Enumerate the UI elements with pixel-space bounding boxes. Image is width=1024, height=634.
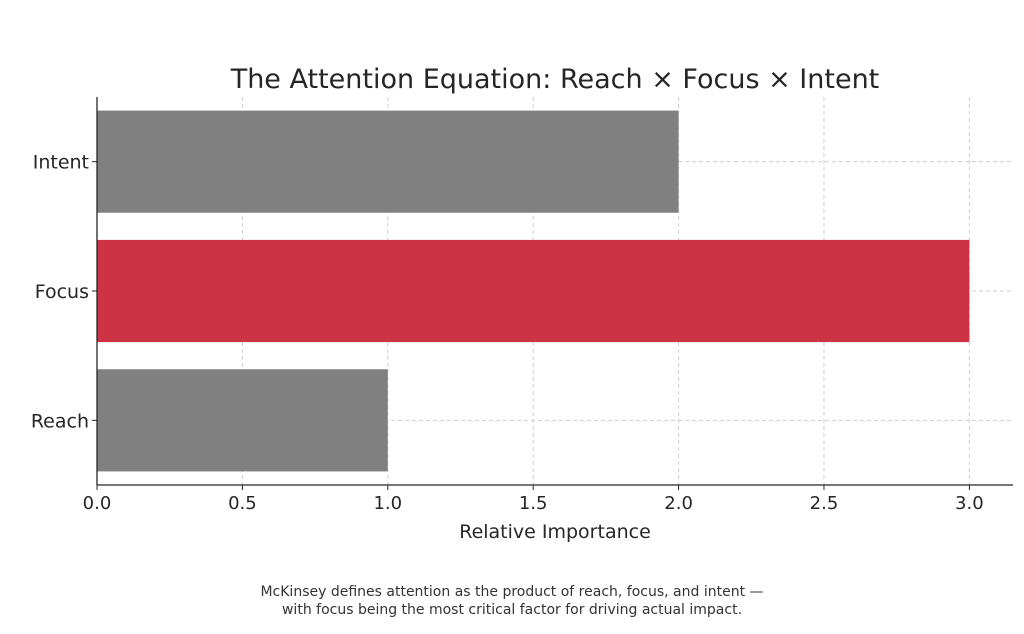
x-tick-label-1: 0.5 xyxy=(228,493,257,514)
x-axis-label: Relative Importance xyxy=(459,521,651,543)
caption-line-2: with focus being the most critical facto… xyxy=(281,602,743,618)
axes xyxy=(92,97,1013,490)
x-tick-label-2: 1.0 xyxy=(373,493,402,514)
chart-title: The Attention Equation: Reach × Focus × … xyxy=(230,64,880,95)
y-tick-label-intent: Intent xyxy=(33,152,89,174)
y-tick-label-reach: Reach xyxy=(31,410,89,432)
caption-line-1: McKinsey defines attention as the produc… xyxy=(260,584,764,600)
bars xyxy=(97,110,970,472)
x-tick-label-5: 2.5 xyxy=(810,493,839,514)
x-tick-label-3: 1.5 xyxy=(519,493,548,514)
x-tick-label-6: 3.0 xyxy=(955,493,984,514)
x-tick-label-4: 2.0 xyxy=(664,493,693,514)
tick-labels: 0.0 0.5 1.0 1.5 2.0 2.5 3.0 Reach Focus Intent xyxy=(31,152,984,514)
bar-focus xyxy=(97,239,970,343)
x-tick-label-0: 0.0 xyxy=(83,493,112,514)
y-tick-label-focus: Focus xyxy=(35,281,89,303)
bar-reach xyxy=(97,369,388,472)
bar-intent xyxy=(97,110,679,213)
